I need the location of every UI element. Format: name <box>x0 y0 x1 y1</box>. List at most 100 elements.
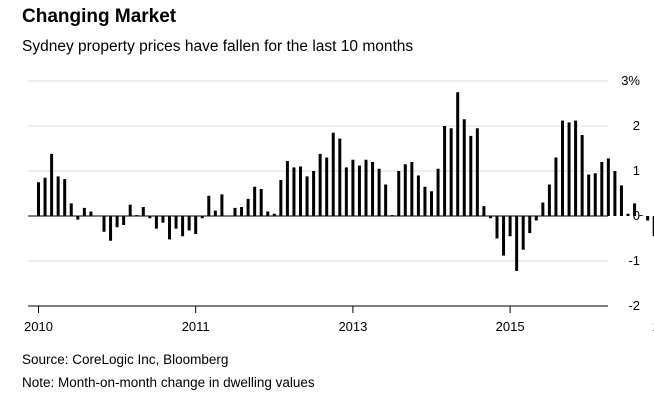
bar <box>325 157 329 216</box>
bar <box>63 179 67 216</box>
footnote: Note: Month-on-month change in dwelling … <box>22 375 315 390</box>
bar <box>89 211 93 216</box>
bar <box>593 173 597 216</box>
bar <box>423 186 427 216</box>
bar <box>148 216 152 219</box>
y-tick-label: -2 <box>628 298 640 313</box>
bar <box>37 182 40 216</box>
bar <box>502 216 506 256</box>
bar <box>606 158 610 216</box>
bar <box>154 216 158 229</box>
bar <box>443 126 447 216</box>
bar <box>50 153 54 216</box>
bar <box>285 161 289 216</box>
bar <box>600 162 604 216</box>
bar <box>541 202 545 216</box>
bar <box>430 191 433 216</box>
bar <box>272 213 276 216</box>
y-tick-label: -1 <box>628 253 640 268</box>
y-tick-label: 1 <box>633 163 640 178</box>
bar <box>312 171 316 216</box>
bar <box>364 159 368 216</box>
bar <box>344 167 348 216</box>
source-note: Source: CoreLogic Inc, Bloomberg <box>22 352 229 367</box>
bar <box>397 171 401 216</box>
bar <box>416 175 420 216</box>
bar <box>580 135 584 216</box>
bar <box>220 194 224 216</box>
bar <box>639 215 643 216</box>
bar <box>646 216 650 221</box>
bar <box>528 216 532 234</box>
bar <box>561 120 564 216</box>
bar <box>567 122 571 216</box>
bar <box>194 216 198 234</box>
bar <box>253 186 257 216</box>
bar <box>587 174 591 216</box>
bar <box>128 204 132 216</box>
axes <box>28 215 608 313</box>
bar <box>574 120 578 216</box>
bar <box>633 203 637 216</box>
bar <box>456 92 460 216</box>
chart-subtitle: Sydney property prices have fallen for t… <box>22 38 414 55</box>
bar <box>351 159 355 216</box>
bar <box>495 216 499 239</box>
bar <box>613 171 617 216</box>
bar <box>384 184 388 216</box>
x-tick-label: 2017 <box>653 319 654 334</box>
gridlines <box>28 80 608 262</box>
bar <box>305 176 309 216</box>
bar <box>266 211 270 216</box>
bar <box>403 164 407 216</box>
bar <box>115 216 119 228</box>
bar <box>207 195 211 216</box>
bar <box>619 185 623 216</box>
bar <box>652 216 654 237</box>
bar <box>299 166 302 216</box>
bar <box>168 216 171 240</box>
x-tick-label: 2010 <box>24 319 53 334</box>
tick-labels: 3% 2 1 0 -1 -2 2010 2011 2013 2015 2017 <box>24 73 654 334</box>
bar <box>534 216 538 221</box>
y-tick-label: 0 <box>633 208 640 223</box>
bar <box>469 135 473 216</box>
bar <box>161 216 165 223</box>
bar <box>547 184 551 216</box>
bar <box>377 168 381 216</box>
bar <box>213 210 217 216</box>
x-tick-label: 2013 <box>338 319 367 334</box>
bar <box>626 213 630 216</box>
bar <box>371 162 375 216</box>
bar <box>187 216 191 231</box>
y-tick-label: 2 <box>633 118 640 133</box>
bar <box>102 216 106 232</box>
bar <box>109 216 113 241</box>
bar <box>200 216 204 219</box>
bar <box>515 216 519 271</box>
bar <box>181 216 185 237</box>
bar <box>279 180 283 216</box>
bar <box>69 203 73 216</box>
bar <box>233 207 237 216</box>
bar <box>141 207 145 216</box>
bar <box>240 207 244 216</box>
bar <box>43 177 47 216</box>
bar <box>292 167 296 216</box>
bar <box>521 216 525 250</box>
bar <box>56 176 60 216</box>
bar <box>475 128 479 216</box>
bar <box>554 157 558 216</box>
bar <box>410 162 414 216</box>
bar <box>338 138 342 216</box>
bar <box>174 216 178 229</box>
bar <box>488 216 492 219</box>
bar <box>246 198 250 216</box>
bar <box>436 168 440 216</box>
bar <box>318 153 322 216</box>
chart-title: Changing Market <box>22 6 177 27</box>
bars <box>37 92 654 271</box>
bar <box>82 207 86 216</box>
bar <box>482 206 486 216</box>
